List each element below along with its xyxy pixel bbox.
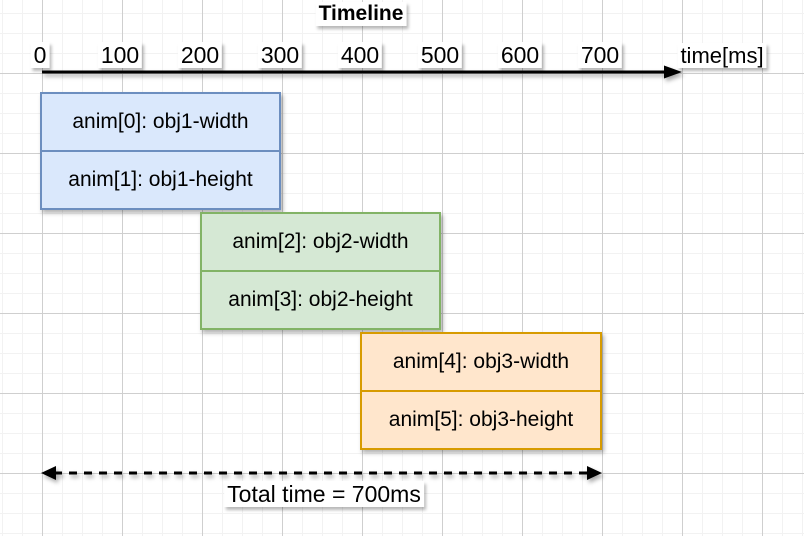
axis-tick-100: 100 (97, 42, 143, 69)
axis-tick-600: 600 (497, 42, 543, 69)
anim-bar-0-label: anim[0]: obj1-width (72, 110, 249, 133)
total-time-span-arrow (41, 466, 602, 480)
anim-bar-1: anim[1]: obj1-height (40, 150, 281, 210)
anim-bar-5-label: anim[5]: obj3-height (388, 408, 574, 431)
anim-bar-3-label: anim[3]: obj2-height (228, 288, 413, 311)
axis-tick-300: 300 (257, 42, 303, 69)
axis-tick-700: 700 (577, 42, 623, 69)
anim-bar-4-label: anim[4]: obj3-width (392, 350, 570, 373)
track-obj2: anim[2]: obj2-width anim[3]: obj2-height (200, 212, 441, 330)
anim-bar-1-label: anim[1]: obj1-height (68, 168, 253, 191)
track-obj3: anim[4]: obj3-width anim[5]: obj3-height (360, 332, 602, 450)
anim-bar-5: anim[5]: obj3-height (360, 390, 602, 450)
total-time-left-arrowhead-icon (41, 466, 56, 480)
axis-tick-200: 200 (177, 42, 223, 69)
axis-tick-500: 500 (417, 42, 463, 69)
diagram-title: Timeline (315, 2, 407, 27)
time-axis-arrowhead-icon (664, 65, 682, 79)
axis-unit-label: time[ms] (677, 43, 767, 69)
track-obj1: anim[0]: obj1-width anim[1]: obj1-height (40, 92, 281, 210)
anim-bar-2-label: anim[2]: obj2-width (232, 230, 409, 253)
time-axis-arrow (42, 65, 682, 79)
total-time-right-arrowhead-icon (587, 466, 602, 480)
anim-bar-0: anim[0]: obj1-width (40, 92, 281, 152)
axis-tick-0: 0 (30, 42, 50, 69)
anim-bar-2: anim[2]: obj2-width (200, 212, 441, 272)
axis-tick-400: 400 (337, 42, 383, 69)
total-time-label: Total time = 700ms (224, 481, 424, 508)
anim-bar-4: anim[4]: obj3-width (360, 332, 602, 392)
anim-bar-3: anim[3]: obj2-height (200, 270, 441, 330)
